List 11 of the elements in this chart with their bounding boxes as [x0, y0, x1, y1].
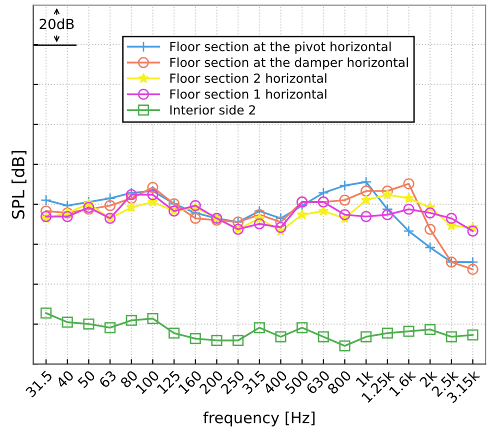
x-tick-label: 40	[56, 370, 74, 389]
legend-label: Floor section 2 horizontal	[170, 73, 326, 83]
legend-label: Interior side 2	[170, 104, 255, 115]
legend-label: Floor section at the damper horizontal	[170, 57, 408, 70]
y-axis-title: SPL [dB]	[12, 150, 26, 219]
x-tick-label: 63	[98, 370, 117, 388]
x-tick-label: 50	[77, 370, 96, 388]
text: 20dB	[40, 18, 74, 30]
legend-label: Floor section 1 horizontal	[170, 89, 326, 99]
x-axis-title: frequency [Hz]	[203, 412, 315, 426]
legend-label: Floor section at the pivot horizontal	[170, 42, 391, 54]
